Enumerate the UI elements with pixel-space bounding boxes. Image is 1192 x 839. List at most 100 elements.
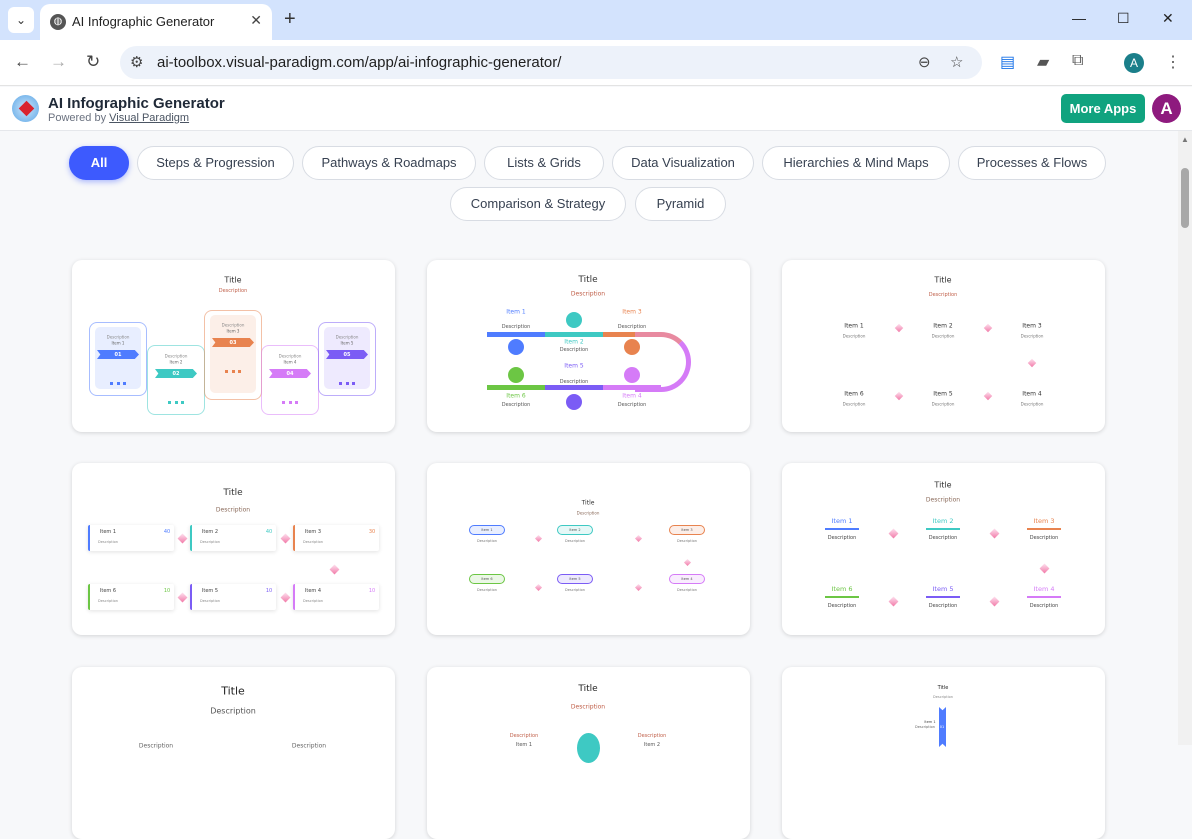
bookmark-star-icon[interactable]: ☆ [950, 54, 964, 71]
app-header: AI Infographic Generator Powered by Visu… [0, 87, 1192, 131]
item-label: Item 2 [564, 338, 584, 346]
step-dots [282, 401, 298, 404]
item-label: Item 2 [169, 359, 183, 365]
item-description: Description [928, 535, 958, 541]
item-label: Item 4 [1022, 390, 1042, 398]
item-label: Item 5 [201, 588, 219, 594]
card-title: Title [223, 488, 243, 498]
card-description: Description [218, 288, 248, 294]
item-value: 40 [265, 529, 273, 535]
filter-chip-comparison-strategy[interactable]: Comparison & Strategy [450, 187, 626, 221]
extension-icon[interactable]: ▤ [1000, 54, 1016, 71]
item-label: Item 6 [506, 392, 526, 400]
step-number: 01 [114, 352, 122, 358]
item-label: Item 5 [932, 585, 954, 593]
minimize-button[interactable]: — [1072, 10, 1086, 26]
template-card[interactable]: Title Description Description Item 1 Descrip… [427, 667, 750, 839]
close-window-button[interactable]: ✕ [1162, 10, 1174, 26]
filter-chip-lists-grids[interactable]: Lists & Grids [484, 146, 604, 180]
item-label: Item 2 [932, 517, 954, 525]
filter-chip-pathways-roadmaps[interactable]: Pathways & Roadmaps [302, 146, 476, 180]
extensions-puzzle-icon[interactable]: ⧉ [1072, 52, 1084, 69]
item-label: Item 1 [481, 528, 493, 532]
arrow-diamond [1039, 563, 1049, 573]
card-description: Description [215, 506, 251, 514]
close-tab-icon[interactable]: ✕ [250, 12, 262, 28]
reload-button[interactable]: ↻ [86, 52, 101, 71]
tab-search-button[interactable]: ⌄ [8, 7, 34, 33]
road-milestone [566, 312, 582, 328]
filter-chip-hierarchies-mind-maps[interactable]: Hierarchies & Mind Maps [762, 146, 950, 180]
filter-chip-processes-flows[interactable]: Processes & Flows [958, 146, 1106, 180]
visual-paradigm-logo [12, 95, 39, 122]
back-button[interactable]: ← [14, 52, 31, 71]
filter-chip-steps-progression[interactable]: Steps & Progression [137, 146, 294, 180]
maximize-button[interactable]: ☐ [1117, 10, 1130, 26]
step-number: 02 [172, 371, 180, 377]
item-description: Description [501, 324, 531, 330]
item-pill [669, 525, 705, 535]
template-card[interactable]: Title Description Item 1 Description 40 Item … [72, 463, 395, 635]
arrow-diamond [894, 323, 904, 333]
item-description: Description [200, 540, 220, 544]
browser-menu-icon[interactable]: ⋮ [1165, 54, 1181, 71]
browser-tab[interactable]: ◍ AI Infographic Generator ✕ [40, 4, 272, 40]
item-description: Description [477, 539, 497, 543]
address-bar[interactable]: ⚙ ai-toolbox.visual-paradigm.com/app/ai-… [120, 46, 982, 79]
arrow-diamond [634, 534, 642, 542]
road-segment [487, 332, 545, 337]
template-card[interactable]: Title Description Description Description [72, 667, 395, 839]
filter-chip-data-visualization[interactable]: Data Visualization [612, 146, 754, 180]
new-tab-button[interactable]: + [284, 8, 296, 30]
item-label: Item 4 [304, 588, 322, 594]
arrow-diamond [177, 592, 187, 602]
template-card[interactable]: Title Description Item 1 Description 01 [782, 667, 1105, 839]
item-description: Description [509, 733, 539, 739]
more-apps-button[interactable]: More Apps [1061, 94, 1145, 123]
profile-avatar[interactable]: A [1124, 53, 1144, 73]
item-label: Item 6 [844, 390, 864, 398]
filter-chip-all[interactable]: All [69, 146, 129, 180]
visual-paradigm-link[interactable]: Visual Paradigm [109, 112, 190, 124]
scroll-up-arrow[interactable]: ▲ [1181, 135, 1189, 144]
arrow-diamond [329, 564, 339, 574]
arrow-diamond [983, 323, 993, 333]
item-label: Item 5 [564, 362, 584, 370]
item-description: Description [98, 599, 118, 603]
item-description: Description [106, 334, 130, 340]
item-description: Description [138, 742, 174, 750]
scrollbar-thumb[interactable] [1181, 168, 1189, 228]
arrow-diamond [888, 528, 898, 538]
item-label: Item 3 [681, 528, 693, 532]
item-pill [469, 525, 505, 535]
list-box [190, 525, 276, 551]
site-settings-icon[interactable]: ⚙ [130, 54, 144, 71]
chat-extension-icon[interactable]: ▰ [1037, 54, 1050, 71]
step-number: 03 [229, 340, 237, 346]
user-avatar[interactable]: A [1152, 94, 1181, 123]
forward-button[interactable]: → [50, 52, 67, 71]
address-bar-row: ← → ↻ ⚙ ai-toolbox.visual-paradigm.com/a… [0, 40, 1192, 86]
zoom-icon[interactable]: ⊖ [918, 54, 931, 71]
item-pill [669, 574, 705, 584]
template-card[interactable]: Title Description Description Item 1 01 Descr… [72, 260, 395, 432]
scrollbar[interactable]: ▲ [1178, 131, 1192, 745]
item-description: Description [303, 540, 323, 544]
road-segment [545, 385, 603, 390]
filter-chip-pyramid[interactable]: Pyramid [635, 187, 726, 221]
powered-prefix: Powered by [48, 112, 107, 124]
card-title: Title [934, 480, 952, 490]
item-description: Description [677, 539, 697, 543]
url-text[interactable]: ai-toolbox.visual-paradigm.com/app/ai-in… [157, 54, 562, 71]
item-description: Description [335, 334, 359, 340]
item-label: Item 4 [622, 392, 642, 400]
arrow-diamond [683, 558, 691, 566]
arrow-diamond [280, 533, 290, 543]
arrow-diamond [177, 533, 187, 543]
app-title: AI Infographic Generator [48, 95, 225, 112]
item-underline [926, 528, 960, 530]
